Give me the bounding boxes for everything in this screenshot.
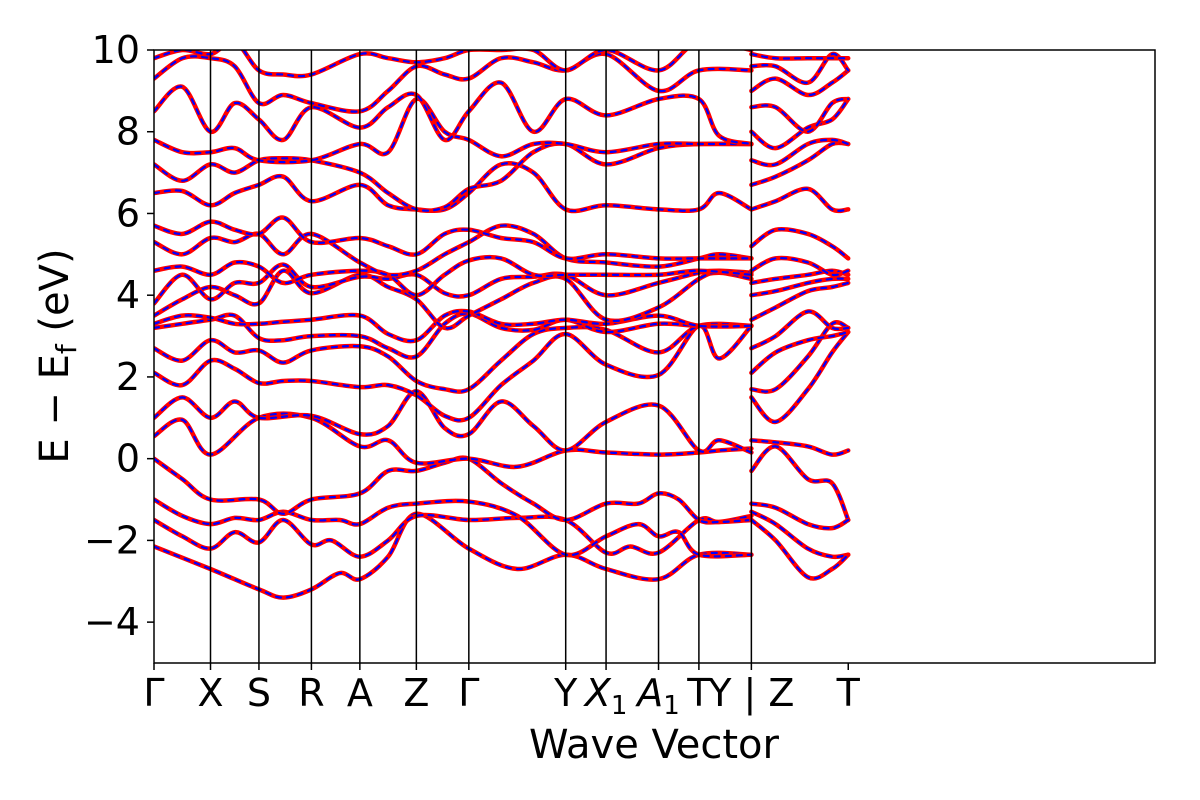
- x-tick-label: Y | Z: [707, 671, 794, 716]
- band-11-dashed: [154, 269, 753, 330]
- band-lines: [154, 50, 851, 600]
- x-tick-label: A: [347, 671, 373, 715]
- band-22-solid: [749, 444, 851, 523]
- band-5-dashed: [154, 412, 753, 468]
- y-tick-label: 4: [116, 273, 140, 317]
- band-23-dashed: [750, 502, 850, 530]
- x-tick-label: R: [298, 671, 324, 715]
- band-2-dashed: [154, 513, 753, 558]
- x-tick-label: S: [247, 671, 271, 715]
- band-37-dashed: [750, 141, 850, 186]
- y-tick-label: 8: [116, 110, 140, 154]
- band-33-dashed: [750, 269, 850, 284]
- band-8-dashed: [154, 322, 753, 393]
- x-tick-label: Γ: [458, 671, 479, 715]
- band-13-solid: [154, 255, 754, 298]
- band-25-dashed: [750, 518, 850, 580]
- y-ticks: −4 −2 0 2 4 6 8 10: [84, 28, 154, 644]
- band-40-dashed: [750, 97, 850, 133]
- x-tick-label: X1: [583, 671, 628, 721]
- band-23-solid: [749, 501, 851, 531]
- y-axis-label-unit: (eV): [32, 248, 78, 344]
- y-tick-label: 2: [116, 355, 140, 399]
- band-32-dashed: [750, 277, 850, 297]
- band-27-solid: [749, 329, 851, 425]
- band-7-dashed: [154, 324, 753, 422]
- x-tick-label: A1: [634, 671, 680, 721]
- y-axis-label-main: E − E: [32, 354, 78, 464]
- band-6-dashed: [154, 390, 753, 454]
- band-4-dashed: [154, 456, 753, 524]
- band-26-dashed: [750, 439, 850, 456]
- y-tick-label: 0: [116, 437, 140, 481]
- axes-frame: [153, 49, 1156, 664]
- band-22-dashed: [750, 445, 850, 522]
- x-axis-label: Wave Vector: [529, 722, 780, 768]
- band-14-dashed: [154, 224, 753, 277]
- band-39-dashed: [750, 97, 850, 150]
- band-31-dashed: [750, 281, 850, 321]
- y-axis-label: E − Ef (eV): [32, 248, 83, 463]
- y-axis-label-sub: f: [50, 343, 83, 354]
- band-4-solid: [154, 455, 754, 525]
- band-27-dashed: [750, 330, 850, 423]
- band-34-dashed: [750, 256, 850, 277]
- band-30-dashed: [750, 310, 850, 350]
- x-tick-label: X: [197, 671, 223, 715]
- band-24-dashed: [750, 510, 850, 559]
- x-tick-label: Y: [553, 671, 578, 715]
- band-42-dashed: [750, 52, 850, 84]
- x-tick-label: T: [686, 671, 711, 715]
- y-tick-label: −2: [84, 518, 140, 562]
- high-symmetry-lines: [209, 50, 753, 663]
- y-tick-label: −4: [84, 600, 140, 644]
- y-tick-label: 6: [116, 191, 140, 235]
- band-3-solid: [154, 497, 754, 559]
- band-1-solid: [154, 511, 754, 600]
- band-38-dashed: [750, 138, 850, 167]
- x-tick-label: Γ: [143, 671, 164, 715]
- band-21-solid: [154, 50, 754, 79]
- band-36-dashed: [750, 187, 850, 212]
- band-29-dashed: [750, 330, 850, 374]
- band-6-solid: [154, 388, 754, 455]
- band-41-dashed: [750, 69, 850, 97]
- band-43-dashed: [750, 53, 850, 60]
- band-18-dashed: [154, 97, 753, 164]
- x-tick-label: T: [836, 671, 861, 715]
- band-3-dashed: [154, 498, 753, 558]
- band-12-dashed: [154, 263, 753, 305]
- band-19-dashed: [154, 81, 753, 146]
- y-tick-label: 10: [92, 28, 140, 72]
- band-8-solid: [154, 321, 754, 394]
- band-28-dashed: [750, 321, 850, 393]
- x-tick-label: Z: [403, 671, 429, 715]
- band-35-solid: [749, 226, 851, 261]
- band-36-solid: [749, 186, 851, 214]
